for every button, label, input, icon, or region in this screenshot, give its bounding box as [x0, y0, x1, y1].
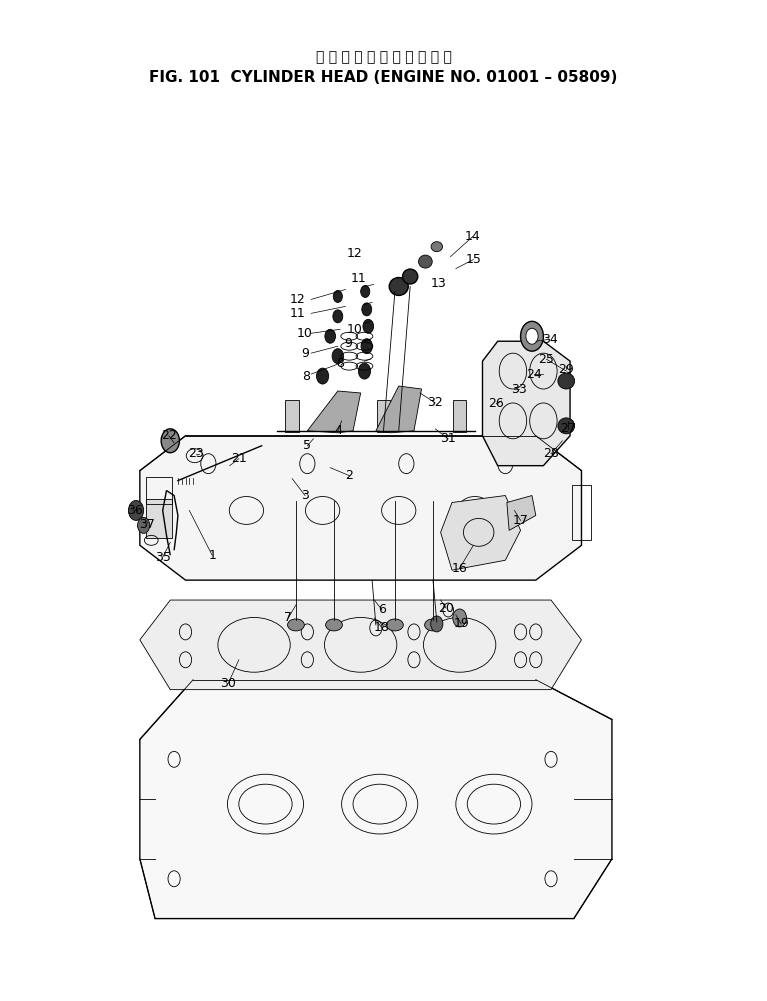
Polygon shape	[140, 435, 581, 581]
Text: 30: 30	[220, 677, 236, 690]
Text: 12: 12	[290, 293, 305, 306]
Text: 4: 4	[334, 424, 342, 437]
Text: 24: 24	[526, 367, 542, 380]
Text: 19: 19	[453, 618, 469, 631]
Polygon shape	[140, 680, 612, 919]
Circle shape	[332, 348, 344, 363]
Text: 2: 2	[345, 469, 353, 482]
Polygon shape	[140, 600, 581, 690]
Text: 22: 22	[161, 429, 176, 442]
Bar	[453, 400, 466, 431]
Text: 1: 1	[208, 549, 216, 562]
Text: 15: 15	[466, 253, 481, 266]
Text: 31: 31	[440, 432, 456, 445]
Text: 5: 5	[304, 439, 311, 452]
Text: 35: 35	[155, 551, 170, 564]
Circle shape	[361, 338, 373, 353]
Text: 9: 9	[344, 336, 351, 349]
Text: 28: 28	[543, 447, 559, 460]
Ellipse shape	[387, 619, 403, 631]
Ellipse shape	[326, 619, 342, 631]
Text: 37: 37	[139, 518, 155, 531]
Ellipse shape	[431, 241, 443, 251]
Circle shape	[521, 321, 543, 351]
Circle shape	[325, 329, 335, 343]
Circle shape	[362, 303, 372, 316]
Text: 34: 34	[542, 332, 558, 345]
Text: 14: 14	[465, 230, 480, 243]
Polygon shape	[376, 386, 422, 432]
Circle shape	[453, 609, 466, 627]
Circle shape	[161, 428, 179, 452]
Circle shape	[128, 500, 143, 521]
Text: 11: 11	[351, 272, 367, 285]
Text: 32: 32	[427, 396, 443, 409]
Circle shape	[526, 328, 538, 344]
Text: 12: 12	[347, 247, 363, 260]
Polygon shape	[440, 495, 521, 571]
Circle shape	[137, 518, 150, 534]
Circle shape	[363, 319, 374, 333]
Polygon shape	[482, 341, 570, 465]
Text: 17: 17	[512, 514, 528, 527]
Polygon shape	[308, 391, 360, 432]
Text: 27: 27	[560, 422, 576, 435]
Text: 18: 18	[374, 622, 390, 635]
Polygon shape	[507, 495, 536, 531]
Text: 3: 3	[301, 489, 309, 503]
Text: 11: 11	[290, 307, 305, 320]
Ellipse shape	[425, 619, 441, 631]
Circle shape	[431, 616, 443, 632]
Circle shape	[358, 363, 370, 379]
Text: 29: 29	[558, 362, 574, 375]
Text: 26: 26	[489, 397, 504, 410]
Text: 7: 7	[285, 612, 292, 625]
Circle shape	[317, 368, 329, 384]
Bar	[377, 400, 390, 431]
Text: 20: 20	[438, 602, 454, 615]
Text: 23: 23	[189, 447, 204, 460]
Ellipse shape	[419, 255, 433, 268]
Text: シ リ ン ダ ヘ ッ ド 適 用 号 機: シ リ ン ダ ヘ ッ ド 適 用 号 機	[315, 50, 452, 64]
Text: 8: 8	[302, 369, 310, 382]
Ellipse shape	[558, 417, 574, 433]
Bar	[146, 498, 173, 539]
Text: 21: 21	[231, 452, 247, 465]
Ellipse shape	[288, 619, 304, 631]
Ellipse shape	[389, 277, 408, 295]
Text: 36: 36	[127, 504, 143, 517]
Circle shape	[333, 310, 343, 322]
Text: 13: 13	[430, 277, 446, 290]
Text: 16: 16	[452, 562, 468, 575]
Text: 6: 6	[378, 604, 386, 617]
Text: FIG. 101  CYLINDER HEAD (ENGINE NO. 01001 – 05809): FIG. 101 CYLINDER HEAD (ENGINE NO. 01001…	[150, 70, 617, 85]
Text: 10: 10	[296, 326, 312, 339]
Text: 9: 9	[301, 346, 309, 359]
Text: 25: 25	[538, 352, 555, 365]
Text: 8: 8	[336, 356, 344, 369]
Bar	[146, 476, 173, 505]
Bar	[285, 400, 299, 431]
Text: 10: 10	[347, 322, 363, 335]
Ellipse shape	[558, 373, 574, 389]
Circle shape	[333, 290, 342, 302]
Bar	[572, 485, 591, 540]
Text: 33: 33	[511, 382, 527, 395]
Circle shape	[360, 285, 370, 297]
Ellipse shape	[403, 269, 418, 284]
